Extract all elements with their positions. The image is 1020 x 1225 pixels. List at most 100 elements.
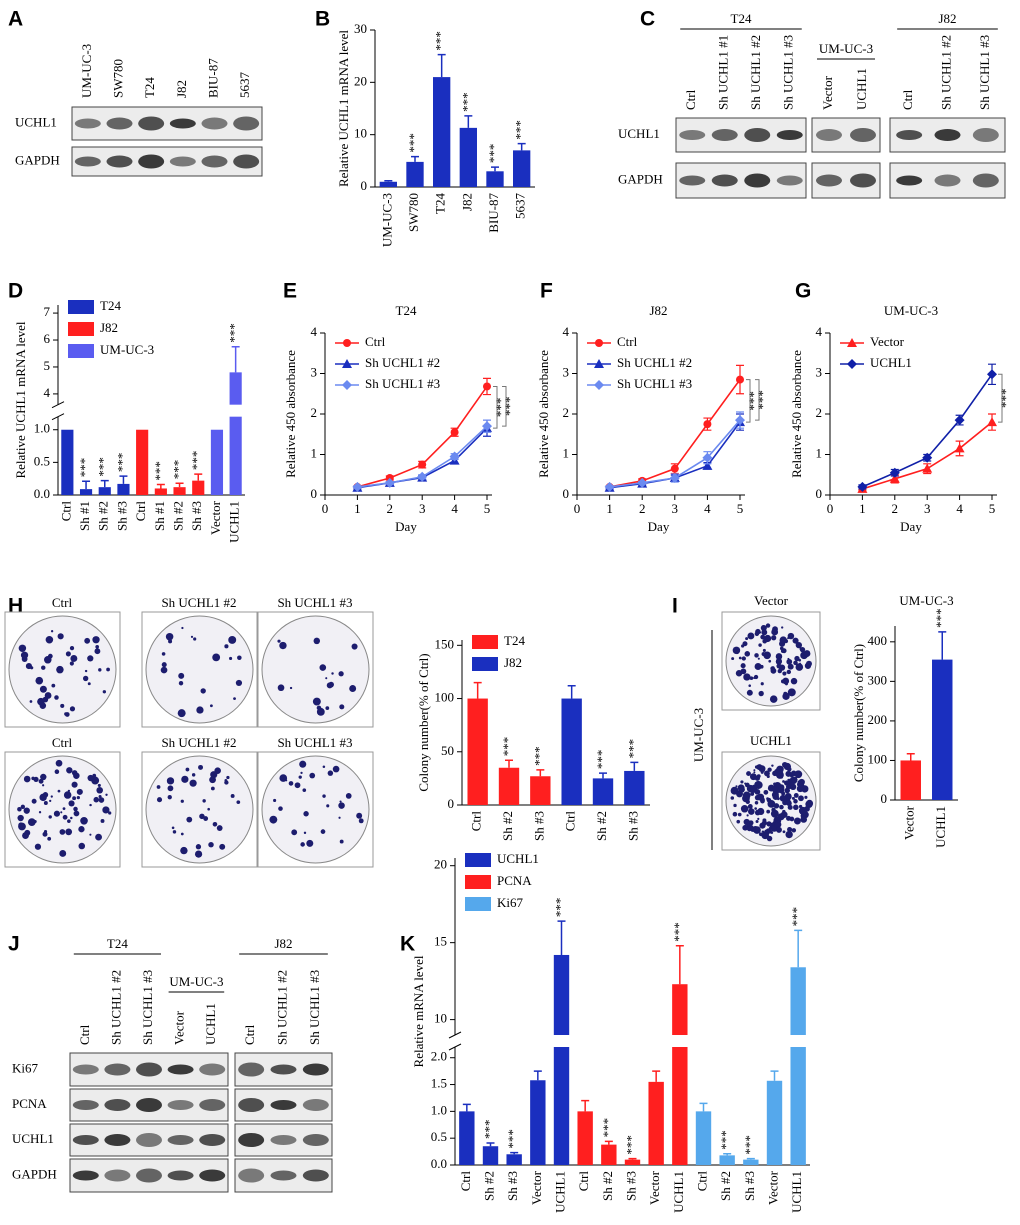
colony <box>788 816 792 820</box>
significance: *** <box>96 457 111 477</box>
legend-label: J82 <box>100 320 118 335</box>
x-tick-label: 1 <box>859 501 866 516</box>
lane-label: UCHL1 <box>854 68 869 110</box>
blot-band <box>238 1133 265 1147</box>
colony <box>278 806 283 811</box>
error-bar <box>156 483 165 489</box>
blot-band <box>850 173 876 188</box>
significance: *** <box>625 739 640 759</box>
chart-title: T24 <box>396 303 417 318</box>
colony <box>787 663 794 670</box>
colony <box>754 776 758 780</box>
significance: *** <box>189 451 204 471</box>
bar <box>624 770 645 805</box>
panel-letter: B <box>315 8 330 31</box>
colony <box>745 637 749 641</box>
colony <box>345 793 352 799</box>
x-tick-label: Sh #3 <box>189 501 204 531</box>
colony <box>216 825 223 831</box>
colony <box>759 768 762 771</box>
marker <box>670 464 679 473</box>
colony <box>20 804 26 809</box>
significance: *** <box>746 391 761 411</box>
colony <box>351 643 358 650</box>
y-axis-label: Relative 450 absorbance <box>283 350 298 478</box>
colony <box>40 773 47 781</box>
blot-band <box>233 116 260 131</box>
colony <box>787 802 792 806</box>
colony <box>84 669 88 673</box>
blot-band <box>199 1134 226 1146</box>
colony <box>166 777 175 785</box>
y-tick-label: 10 <box>354 126 367 141</box>
colony <box>181 775 189 783</box>
colony <box>793 804 799 811</box>
colony <box>768 826 773 831</box>
colony <box>732 646 741 655</box>
marker <box>703 420 712 429</box>
lane-label: Sh UCHL1 #3 <box>307 970 322 1045</box>
colony <box>785 770 792 777</box>
colony <box>198 764 204 770</box>
colony <box>325 677 328 680</box>
marker <box>954 443 965 453</box>
y-tick-label: 4 <box>563 324 570 339</box>
colony <box>779 775 782 778</box>
colony <box>760 634 766 640</box>
marker <box>702 452 713 463</box>
blot-band <box>972 128 999 142</box>
colony <box>798 658 802 662</box>
colony <box>742 641 748 647</box>
legend-swatch <box>68 344 94 358</box>
plate-label: Sh UCHL1 #3 <box>277 595 352 610</box>
colony <box>69 646 75 651</box>
bar <box>61 429 74 495</box>
colony <box>803 650 811 658</box>
colony <box>787 826 793 833</box>
colony <box>772 793 779 800</box>
colony <box>89 833 92 836</box>
x-tick-label: Vector <box>529 1170 544 1205</box>
colony <box>782 809 786 814</box>
significance: *** <box>77 458 92 478</box>
x-tick-label: Sh #2 <box>718 1171 733 1201</box>
colony <box>730 786 739 795</box>
colony <box>80 816 88 825</box>
colony <box>356 812 363 819</box>
colony <box>781 626 784 629</box>
legend-label: Vector <box>870 334 905 349</box>
colony <box>338 671 344 677</box>
colony <box>753 769 756 772</box>
colony <box>349 685 357 692</box>
colony <box>748 684 751 687</box>
significance: *** <box>552 898 567 918</box>
y-tick-label: 7 <box>44 304 51 319</box>
bar <box>117 483 130 495</box>
significance: *** <box>933 608 948 628</box>
panel-letter: E <box>283 280 297 303</box>
colony <box>793 799 798 804</box>
marker <box>594 380 604 390</box>
marker <box>847 338 857 347</box>
marker <box>987 417 997 427</box>
legend-swatch <box>68 300 94 314</box>
colony <box>754 807 757 810</box>
group-label: J82 <box>274 936 292 951</box>
colony <box>207 807 210 811</box>
colony <box>744 782 747 785</box>
colony <box>778 786 783 791</box>
marker <box>482 421 492 432</box>
error-bar <box>604 1140 613 1145</box>
significance: *** <box>594 750 609 770</box>
colony <box>38 778 44 784</box>
bar <box>601 1144 617 1165</box>
colony <box>787 632 795 640</box>
colony <box>34 843 42 850</box>
y-tick-label: 0 <box>311 486 318 501</box>
y-tick-label: 0.5 <box>431 1129 447 1144</box>
marker <box>418 460 427 469</box>
colony <box>210 786 215 791</box>
colony <box>804 795 808 799</box>
error-bar <box>794 929 803 968</box>
x-tick-label: UCHL1 <box>933 806 948 848</box>
